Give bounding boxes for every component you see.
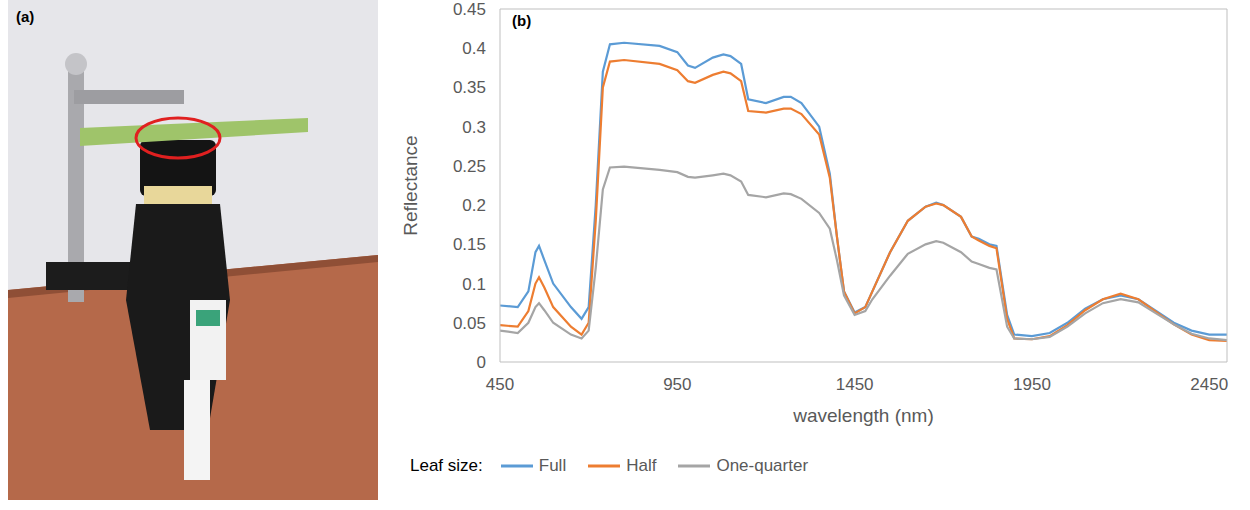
- svg-text:0.05: 0.05: [453, 314, 486, 333]
- html-text:Half: Half: [626, 456, 657, 475]
- svg-text:0.2: 0.2: [462, 196, 486, 215]
- svg-text:1450: 1450: [836, 375, 874, 394]
- svg-text:950: 950: [663, 375, 691, 394]
- svg-text:0: 0: [477, 353, 486, 372]
- svg-text:0.25: 0.25: [453, 157, 486, 176]
- svg-text:wavelength (nm): wavelength (nm): [792, 405, 933, 426]
- svg-text:450: 450: [486, 375, 514, 394]
- svg-text:Reflectance: Reflectance: [400, 135, 421, 235]
- svg-text:0.1: 0.1: [462, 275, 486, 294]
- html-text:Full: Full: [538, 456, 567, 475]
- html-text:(b): (b): [512, 12, 532, 29]
- svg-text:0.45: 0.45: [453, 0, 486, 19]
- svg-text:1950: 1950: [1013, 375, 1051, 394]
- svg-text:0.3: 0.3: [462, 118, 486, 137]
- svg-text:0.35: 0.35: [453, 78, 486, 97]
- svg-text:0.15: 0.15: [453, 235, 486, 254]
- svg-text:2450: 2450: [1190, 375, 1228, 394]
- svg-text:0.4: 0.4: [462, 39, 486, 58]
- html-text:One-quarter: One-quarter: [716, 456, 809, 475]
- html-text:(a): (a): [16, 8, 35, 25]
- html-text:Leaf size:: Leaf size:: [410, 456, 483, 475]
